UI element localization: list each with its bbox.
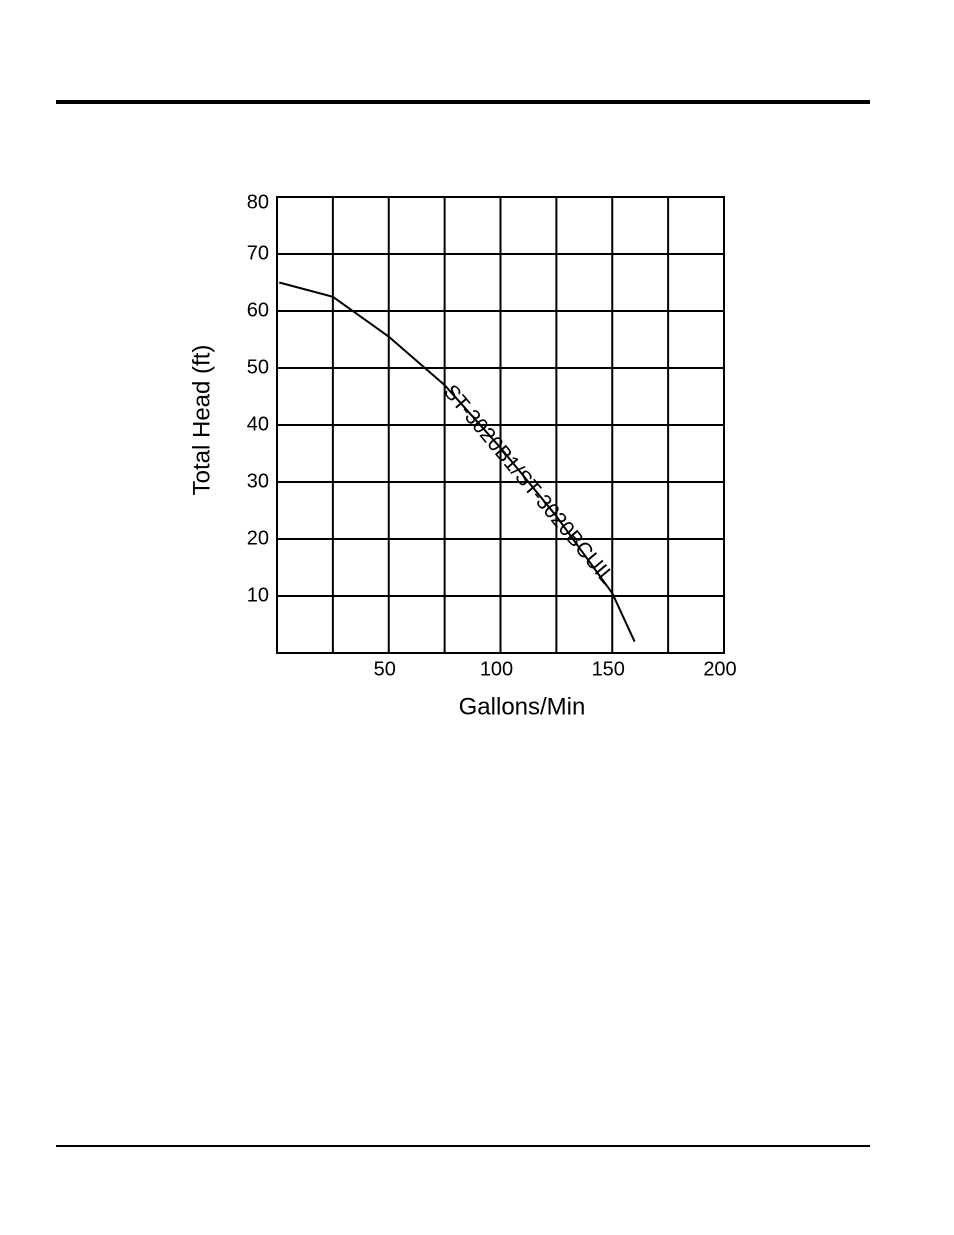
y-axis-label: Total Head (ft) [188,345,215,496]
x-axis-label: Gallons/Min [459,693,586,720]
y-tick-label: 50 [247,356,269,378]
y-tick-label: 30 [247,470,269,492]
x-tick-label: 50 [374,658,396,680]
x-tick-label: 100 [480,658,513,680]
plot-frame [276,196,725,654]
curve [278,281,636,643]
curve-label: ST-3020B1/ST-3020BCUIL [439,380,619,588]
y-tick-label: 60 [247,299,269,321]
y-tick-label: 70 [247,242,269,264]
x-tick-label: 200 [703,658,736,680]
y-tick-label: 20 [247,527,269,549]
y-tick-label: 40 [247,413,269,435]
y-tick-label: 80 [247,191,269,213]
y-tick-label: 10 [247,584,269,606]
x-tick-label: 150 [592,658,625,680]
